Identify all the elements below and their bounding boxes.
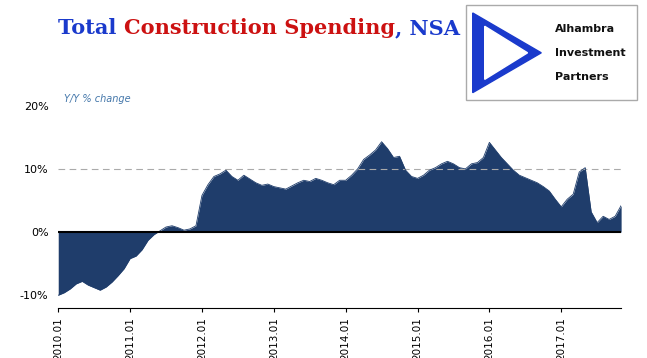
Text: Total: Total (58, 18, 124, 38)
Text: Construction Spending: Construction Spending (124, 18, 395, 38)
Polygon shape (473, 13, 542, 93)
Text: Alhambra: Alhambra (555, 24, 615, 34)
Polygon shape (485, 26, 527, 79)
Text: , NSA: , NSA (395, 18, 460, 38)
Text: Investment: Investment (555, 48, 626, 58)
Text: Partners: Partners (555, 72, 609, 82)
Text: Y/Y % change: Y/Y % change (64, 94, 131, 104)
FancyBboxPatch shape (466, 5, 637, 100)
